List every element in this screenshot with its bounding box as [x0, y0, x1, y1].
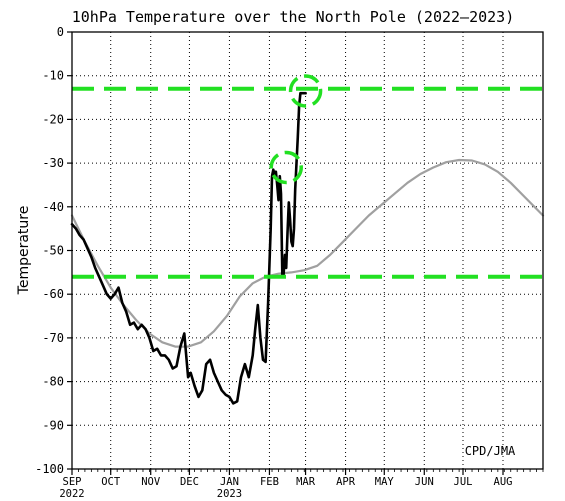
credit-label: CPD/JMA: [465, 444, 516, 458]
x-tick-year-label: 2022: [59, 488, 84, 500]
x-tick-label: MAY: [375, 476, 395, 488]
y-tick-label: 0: [57, 25, 64, 39]
climatology-series-line: [70, 158, 545, 348]
y-tick-label: -20: [42, 112, 64, 126]
y-tick-label: -90: [42, 418, 64, 432]
y-tick-label: -40: [42, 200, 64, 214]
x-tick-label: SEP: [63, 476, 82, 488]
highlight-circle: [288, 74, 323, 108]
y-tick-label: -50: [42, 244, 64, 258]
y-tick-label: -100: [35, 462, 64, 476]
grid-layer: [72, 32, 543, 469]
chart-title: 10hPa Temperature over the North Pole (2…: [72, 8, 515, 26]
y-tick-label: -10: [42, 69, 64, 83]
x-tick-label: APR: [336, 476, 356, 488]
y-axis-label: Temperature: [16, 206, 32, 296]
x-tick-year-label: 2023: [217, 488, 242, 500]
x-tick-label: JUN: [415, 476, 434, 488]
x-tick-label: MAR: [296, 476, 316, 488]
series-layer: [70, 91, 545, 405]
annotation-layer: [72, 74, 543, 279]
observed-series-line: [70, 91, 307, 405]
x-tick-label: FEB: [260, 476, 279, 488]
x-tick-label: JAN: [220, 476, 239, 488]
y-tick-label: -60: [42, 287, 64, 301]
x-tick-label: JUL: [454, 476, 473, 488]
y-tick-label: -80: [42, 375, 64, 389]
x-tick-label: OCT: [101, 476, 121, 488]
highlight-circle: [269, 150, 303, 185]
x-tick-label: DEC: [180, 476, 199, 488]
x-tick-label: AUG: [494, 476, 513, 488]
y-tick-label: -70: [42, 331, 64, 345]
y-tick-label: -30: [42, 156, 64, 170]
x-tick-label: NOV: [141, 476, 161, 488]
